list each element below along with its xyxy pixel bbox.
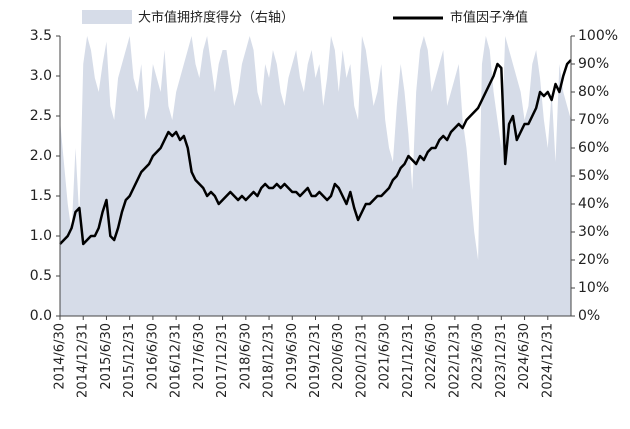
x-tick-label: 2015/6/30 [99, 323, 114, 390]
y-tick-label: 2.0 [30, 148, 52, 164]
x-tick-label: 2024/6/30 [517, 323, 532, 390]
y-tick-label: 0.0 [30, 308, 52, 324]
y2-tick-label: 40% [578, 196, 609, 212]
x-tick-label: 2018/6/30 [238, 323, 253, 390]
x-tick-label: 2016/6/30 [145, 323, 160, 390]
line [59, 59, 572, 246]
y-tick-label: 3.5 [30, 28, 52, 44]
y-tick-label: 2.5 [30, 108, 52, 124]
x-tick-label: 2021/6/30 [378, 323, 393, 390]
legend-swatch [82, 10, 132, 24]
y2-tick-label: 90% [578, 56, 609, 72]
y2-tick-label: 10% [578, 280, 609, 296]
x-tick-label: 2019/6/30 [285, 323, 300, 390]
y2-tick-label: 70% [578, 112, 609, 128]
y-tick-label: 3.0 [30, 68, 52, 84]
legend-label: 大市值拥挤度得分（右轴） [138, 10, 294, 26]
area [60, 36, 571, 316]
y2-tick-label: 60% [578, 140, 609, 156]
x-tick-label: 2017/6/30 [192, 323, 207, 390]
x-tick-label: 2022/12/31 [447, 323, 462, 398]
x-tick-label: 2020/6/30 [331, 323, 346, 390]
x-tick-label: 2020/12/31 [354, 323, 369, 398]
x-tick-label: 2021/12/31 [401, 323, 416, 398]
y2-tick-label: 50% [578, 168, 609, 184]
x-tick-label: 2017/12/31 [215, 323, 230, 398]
y-tick-label: 0.5 [30, 268, 52, 284]
x-tick-label: 2016/12/31 [169, 323, 184, 398]
x-tick-label: 2015/12/31 [122, 323, 137, 398]
y2-tick-label: 30% [578, 224, 609, 240]
y-tick-label: 1.5 [30, 188, 52, 204]
x-tick-label: 2024/12/31 [540, 323, 555, 398]
y2-tick-label: 0% [578, 308, 600, 324]
y2-tick-label: 20% [578, 252, 609, 268]
x-tick-label: 2022/6/30 [424, 323, 439, 390]
legend-label: 市值因子净值 [450, 10, 528, 26]
x-tick-label: 2014/12/31 [76, 323, 91, 398]
x-tick-label: 2018/12/31 [262, 323, 277, 398]
x-tick-label: 2023/12/31 [494, 323, 509, 398]
x-tick-label: 2019/12/31 [308, 323, 323, 398]
y-tick-label: 1.0 [30, 228, 52, 244]
x-tick-label: 2014/6/30 [53, 323, 68, 390]
x-tick-label: 2023/6/30 [471, 323, 486, 390]
y2-tick-label: 80% [578, 84, 609, 100]
y2-tick-label: 100% [578, 28, 618, 44]
